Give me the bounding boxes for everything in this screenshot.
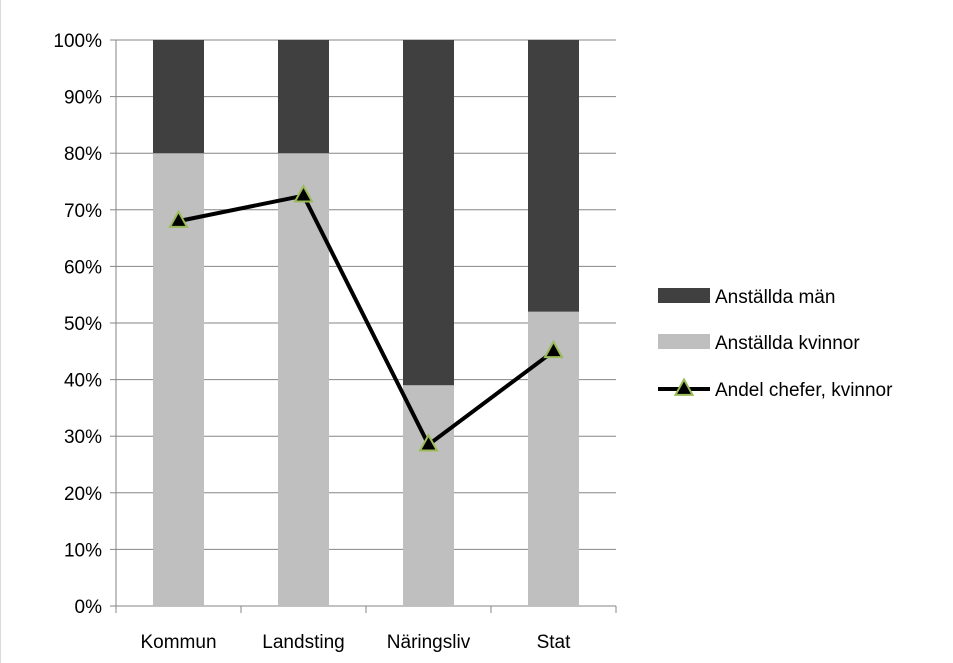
x-tick-label: Stat (537, 632, 572, 653)
legend-label: Andel chefer, kvinnor (715, 380, 893, 401)
line-marker (418, 433, 439, 452)
bar-men (403, 40, 454, 386)
y-tick-label: 0% (75, 597, 103, 618)
y-tick-label: 70% (64, 201, 102, 222)
line-marker (168, 209, 189, 228)
legend-label: Anställda män (715, 287, 835, 308)
y-tick-label: 60% (64, 257, 102, 278)
y-tick-label: 100% (53, 31, 102, 52)
y-tick-label: 40% (64, 371, 102, 392)
legend-swatch-women (658, 334, 710, 349)
y-tick-label: 80% (64, 144, 102, 165)
y-tick-label: 90% (64, 88, 102, 109)
x-tick-label: Näringsliv (387, 632, 471, 653)
bar-women (403, 385, 454, 606)
x-tick-label: Kommun (140, 632, 216, 653)
y-tick-label: 30% (64, 427, 102, 448)
bar-women (153, 153, 204, 606)
bar-men (153, 40, 204, 154)
line-marker (543, 339, 564, 359)
bar-women (528, 311, 579, 606)
y-tick-label: 50% (64, 314, 102, 335)
line-marker (293, 184, 314, 203)
legend-marker-chefer (673, 377, 695, 396)
y-tick-label: 20% (64, 484, 102, 505)
line-chefer-kvinnor (178, 193, 555, 447)
legend-swatch-men (658, 288, 710, 303)
x-tick-label: Landsting (262, 632, 344, 653)
bar-men (528, 40, 579, 312)
y-tick-label: 10% (64, 540, 102, 561)
bar-men (278, 40, 329, 154)
bar-women (278, 153, 329, 606)
legend-label: Anställda kvinnor (715, 333, 860, 354)
